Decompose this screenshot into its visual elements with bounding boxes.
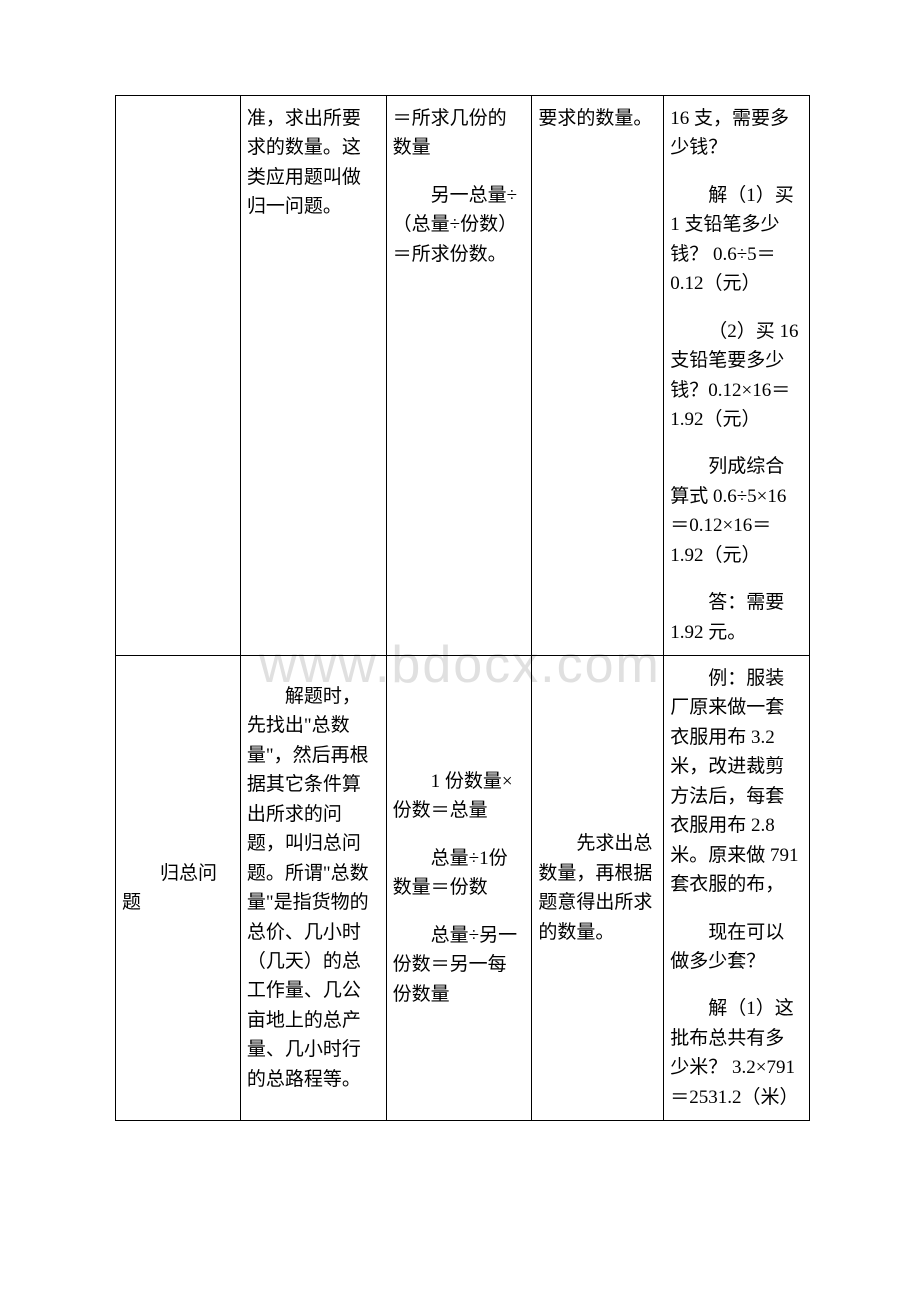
paragraph: 16 支，需要多少钱？ xyxy=(670,104,803,163)
cell-r2-c3: 1 份数量×份数＝总量 总量÷1份数量＝份数 总量÷另一份数＝另一每份数量 xyxy=(386,656,532,1121)
paragraph: 另一总量÷（总量÷份数）＝所求份数。 xyxy=(393,181,526,269)
cell-r1-c3: ＝所求几份的数量 另一总量÷（总量÷份数）＝所求份数。 xyxy=(386,96,532,656)
cell-r1-c5: 16 支，需要多少钱？ 解（1）买 1 支铅笔多少钱？ 0.6÷5＝0.12（元… xyxy=(664,96,810,656)
cell-r1-c1 xyxy=(116,96,241,656)
cell-r2-c1: 归总问题 xyxy=(116,656,241,1121)
paragraph: 列成综合算式 0.6÷5×16＝0.12×16＝1.92（元） xyxy=(670,452,803,570)
cell-r1-c2: 准，求出所要求的数量。这类应用题叫做归一问题。 xyxy=(240,96,386,656)
table-row: 准，求出所要求的数量。这类应用题叫做归一问题。 ＝所求几份的数量 另一总量÷（总… xyxy=(116,96,810,656)
document-page: 准，求出所要求的数量。这类应用题叫做归一问题。 ＝所求几份的数量 另一总量÷（总… xyxy=(0,0,920,1216)
cell-r2-c4: 先求出总数量，再根据题意得出所求的数量。 xyxy=(532,656,664,1121)
paragraph: 准，求出所要求的数量。这类应用题叫做归一问题。 xyxy=(247,104,380,222)
content-table: 准，求出所要求的数量。这类应用题叫做归一问题。 ＝所求几份的数量 另一总量÷（总… xyxy=(115,95,810,1121)
paragraph: 总量÷1份数量＝份数 xyxy=(393,844,526,903)
paragraph: 先求出总数量，再根据题意得出所求的数量。 xyxy=(538,829,657,947)
paragraph: 总量÷另一份数＝另一每份数量 xyxy=(393,921,526,1009)
cell-r2-c2: 解题时，先找出"总数量"，然后再根据其它条件算出所求的问题，叫归总问题。所谓"总… xyxy=(240,656,386,1121)
paragraph: 解（1）这批布总共有多少米？ 3.2×791＝2531.2（米） xyxy=(670,994,803,1112)
paragraph: 解题时，先找出"总数量"，然后再根据其它条件算出所求的问题，叫归总问题。所谓"总… xyxy=(247,682,380,1094)
paragraph: ＝所求几份的数量 xyxy=(393,104,526,163)
paragraph: 解（1）买 1 支铅笔多少钱？ 0.6÷5＝0.12（元） xyxy=(670,181,803,299)
cell-r2-c5: 例：服装厂原来做一套衣服用布 3.2 米，改进裁剪方法后，每套衣服用布 2.8 … xyxy=(664,656,810,1121)
paragraph: （2）买 16 支铅笔要多少钱？0.12×16＝1.92（元） xyxy=(670,317,803,435)
table-row: 归总问题 解题时，先找出"总数量"，然后再根据其它条件算出所求的问题，叫归总问题… xyxy=(116,656,810,1121)
paragraph: 要求的数量。 xyxy=(538,104,657,133)
paragraph: 例：服装厂原来做一套衣服用布 3.2 米，改进裁剪方法后，每套衣服用布 2.8 … xyxy=(670,664,803,900)
cell-r1-c4: 要求的数量。 xyxy=(532,96,664,656)
paragraph: 归总问题 xyxy=(122,859,234,918)
paragraph: 答：需要 1.92 元。 xyxy=(670,588,803,647)
paragraph: 1 份数量×份数＝总量 xyxy=(393,767,526,826)
paragraph: 现在可以做多少套？ xyxy=(670,918,803,977)
